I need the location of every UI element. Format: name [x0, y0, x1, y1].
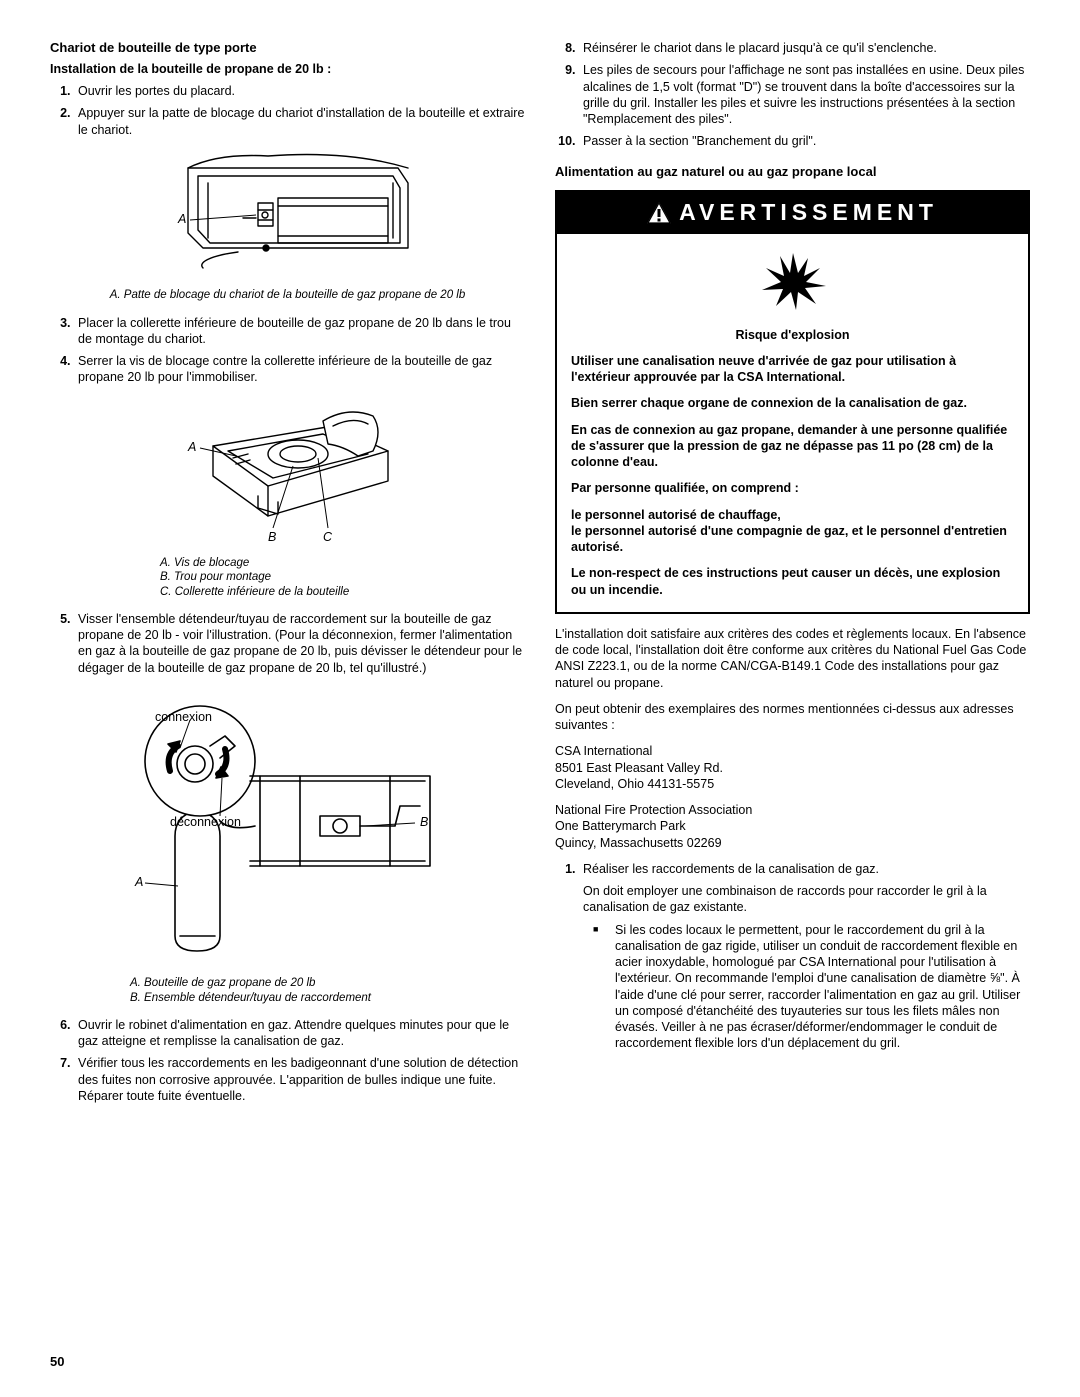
- gas-connection-steps: Réaliser les raccordements de la canalis…: [555, 861, 1030, 1052]
- figure-3: connexion déconnexion A B: [50, 686, 525, 970]
- install-steps-8-10: Réinsérer le chariot dans le placard jus…: [555, 40, 1030, 150]
- warning-triangle-icon: [647, 202, 671, 224]
- right-column: Réinsérer le chariot dans le placard jus…: [555, 40, 1030, 1112]
- gas-bullets: Si les codes locaux le permettent, pour …: [583, 922, 1030, 1052]
- fig1-label-a: A: [177, 212, 186, 226]
- warn-p1: Utiliser une canalisation neuve d'arrivé…: [571, 353, 1014, 386]
- fig3-deconnexion: déconnexion: [170, 815, 241, 829]
- gas-step-1-note: On doit employer une combinaison de racc…: [583, 883, 1030, 916]
- figure-3-caption: A. Bouteille de gaz propane de 20 lb B. …: [50, 976, 525, 1005]
- step-10: Passer à la section "Branchement du gril…: [579, 133, 1030, 149]
- install-steps-3-4: Placer la collerette inférieure de boute…: [50, 315, 525, 386]
- step-9: Les piles de secours pour l'affichage ne…: [579, 62, 1030, 127]
- figure-2-caption: A. Vis de blocage B. Trou pour montage C…: [50, 556, 525, 599]
- warn-p5b: le personnel autorisé d'une compagnie de…: [571, 523, 1014, 556]
- warning-banner: AVERTISSEMENT: [557, 192, 1028, 234]
- fig3-label-a: A: [134, 875, 143, 889]
- step-2: Appuyer sur la patte de blocage du chari…: [74, 105, 525, 138]
- fig2-label-b: B: [268, 530, 276, 544]
- warning-title: AVERTISSEMENT: [679, 198, 938, 228]
- warn-p2: Bien serrer chaque organe de connexion d…: [571, 395, 1014, 411]
- gas-step-1: Réaliser les raccordements de la canalis…: [579, 861, 1030, 1052]
- risk-title: Risque d'explosion: [571, 327, 1014, 343]
- explosion-icon: [557, 234, 1028, 326]
- step-4: Serrer la vis de blocage contre la colle…: [74, 353, 525, 386]
- heading-gas-supply: Alimentation au gaz naturel ou au gaz pr…: [555, 164, 1030, 181]
- step-6: Ouvrir le robinet d'alimentation en gaz.…: [74, 1017, 525, 1050]
- fig2-label-c: C: [323, 530, 333, 544]
- fig2-label-a: A: [187, 440, 196, 454]
- install-steps-5: Visser l'ensemble détendeur/tuyau de rac…: [50, 611, 525, 676]
- warning-body: Risque d'explosion Utiliser une canalisa…: [557, 327, 1028, 612]
- step-8: Réinsérer le chariot dans le placard jus…: [579, 40, 1030, 56]
- warn-p3: En cas de connexion au gaz propane, dema…: [571, 422, 1014, 471]
- para-standards: On peut obtenir des exemplaires des norm…: [555, 701, 1030, 734]
- step-7: Vérifier tous les raccordements en les b…: [74, 1055, 525, 1104]
- fig3-label-b: B: [420, 815, 428, 829]
- figure-2: A B C: [50, 396, 525, 550]
- install-steps-6-7: Ouvrir le robinet d'alimentation en gaz.…: [50, 1017, 525, 1104]
- left-column: Chariot de bouteille de type porte Insta…: [50, 40, 525, 1112]
- para-codes: L'installation doit satisfaire aux critè…: [555, 626, 1030, 691]
- warn-p4: Par personne qualifiée, on comprend :: [571, 480, 1014, 496]
- figure-1: A: [50, 148, 525, 282]
- step-3: Placer la collerette inférieure de boute…: [74, 315, 525, 348]
- install-steps-1-2: Ouvrir les portes du placard. Appuyer su…: [50, 83, 525, 138]
- page-number: 50: [50, 1354, 64, 1371]
- fig3-connexion: connexion: [155, 710, 212, 724]
- warn-p5a: le personnel autorisé de chauffage,: [571, 507, 1014, 523]
- step-5: Visser l'ensemble détendeur/tuyau de rac…: [74, 611, 525, 676]
- section-title: Chariot de bouteille de type porte: [50, 40, 525, 57]
- address-nfpa: National Fire Protection Association One…: [555, 802, 1030, 851]
- address-csa: CSA International 8501 East Pleasant Val…: [555, 743, 1030, 792]
- section-subtitle: Installation de la bouteille de propane …: [50, 61, 525, 77]
- step-1: Ouvrir les portes du placard.: [74, 83, 525, 99]
- figure-1-caption: A. Patte de blocage du chariot de la bou…: [50, 288, 525, 302]
- warning-box: AVERTISSEMENT Risque d'explosion Utilise…: [555, 190, 1030, 613]
- gas-bullet-1: Si les codes locaux le permettent, pour …: [611, 922, 1030, 1052]
- warn-p6: Le non-respect de ces instructions peut …: [571, 565, 1014, 598]
